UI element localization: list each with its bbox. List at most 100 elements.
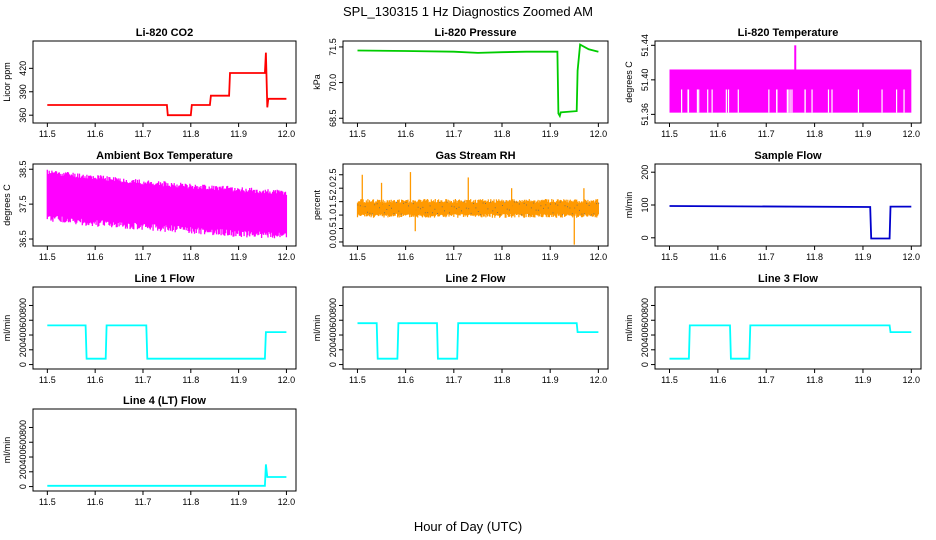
y-tick-label: 800 (640, 298, 650, 313)
x-tick-label: 11.7 (758, 375, 775, 385)
x-tick-label: 11.6 (709, 129, 726, 139)
x-tick-label: 11.8 (182, 375, 199, 385)
x-tick-label: 11.6 (87, 252, 104, 262)
data-layer (47, 324, 287, 360)
x-tick-label: 11.5 (349, 129, 366, 139)
panel-title: Line 3 Flow (758, 273, 818, 285)
y-tick-label: 68.5 (328, 109, 338, 127)
x-tick-label: 11.8 (182, 129, 199, 139)
x-tick-label: 11.7 (758, 129, 775, 139)
figure-title: SPL_130315 1 Hz Diagnostics Zoomed AM (343, 4, 593, 19)
x-tick-label: 11.7 (135, 129, 152, 139)
x-tick-label: 11.5 (349, 375, 366, 385)
panel-5: Gas Stream RH 11.5 11.6 11.7 11.8 11.9 12.0 0.0… (312, 150, 609, 262)
x-tick-label: 11.9 (230, 252, 247, 262)
x-tick-label: 11.6 (87, 497, 104, 507)
y-tick-label: 200 (640, 342, 650, 357)
y-tick-label: 51.36 (640, 103, 650, 126)
panel-1: Li-820 CO2 11.5 11.6 11.7 11.8 11.9 12.0 360 390… (2, 27, 297, 139)
series-line-1 (669, 205, 912, 240)
panel-2: Li-820 Pressure 11.5 11.6 11.7 11.8 11.9 12.0 6… (312, 27, 609, 139)
series-line-1 (47, 52, 287, 117)
x-tick-label: 11.9 (855, 375, 872, 385)
y-tick-label: 0 (328, 362, 338, 367)
data-layer (47, 52, 287, 117)
x-tick-label: 11.9 (230, 129, 247, 139)
x-tick-label: 12.0 (903, 252, 921, 262)
x-tick-label: 11.7 (445, 252, 462, 262)
x-tick-label: 11.8 (494, 375, 511, 385)
x-tick-label: 11.6 (87, 129, 104, 139)
y-tick-label: 800 (18, 298, 28, 313)
x-tick-label: 11.5 (661, 129, 678, 139)
series-line-1 (47, 324, 287, 360)
x-tick-label: 11.6 (397, 129, 414, 139)
panel-3: Li-820 Temperature 11.5 11.6 11.7 11.8 11.9 12… (624, 27, 922, 139)
y-tick-label: 36.5 (18, 230, 28, 248)
x-tick-label: 12.0 (903, 375, 921, 385)
x-tick-label: 11.8 (494, 252, 511, 262)
y-tick-label: 51.40 (640, 69, 650, 92)
y-tick-label: 200 (18, 464, 28, 479)
x-tick-label: 11.5 (39, 129, 56, 139)
panel-4: Ambient Box Temperature 11.5 11.6 11.7 11.8 1… (2, 150, 297, 262)
y-tick-label: 600 (328, 313, 338, 328)
y-axis-label: Licor ppm (2, 62, 12, 102)
x-tick-label: 11.8 (806, 375, 823, 385)
y-tick-label: 390 (18, 84, 28, 99)
y-tick-label: 2.0 (328, 182, 338, 195)
x-tick-label: 12.0 (278, 375, 296, 385)
x-tick-label: 11.9 (230, 375, 247, 385)
x-tick-label: 11.6 (397, 252, 414, 262)
y-tick-label: 600 (18, 435, 28, 450)
panel-6: Sample Flow 11.5 11.6 11.7 11.8 11.9 12.0 0 100 2… (624, 150, 922, 262)
x-tick-label: 11.9 (542, 252, 559, 262)
panel-frame (654, 286, 922, 370)
x-tick-label: 11.9 (855, 252, 872, 262)
data-layer (47, 464, 287, 487)
y-axis-label: degrees C (624, 61, 634, 103)
x-tick-label: 11.9 (855, 129, 872, 139)
x-tick-label: 11.5 (39, 497, 56, 507)
x-tick-label: 12.0 (590, 252, 608, 262)
y-tick-label: 200 (328, 342, 338, 357)
panel-title: Line 4 (LT) Flow (123, 395, 206, 407)
x-tick-label: 11.5 (349, 252, 366, 262)
x-tick-label: 12.0 (278, 252, 296, 262)
y-axis-label: ml/min (312, 315, 322, 342)
x-tick-label: 11.7 (445, 375, 462, 385)
x-tick-label: 11.7 (135, 252, 152, 262)
x-tick-label: 11.8 (806, 252, 823, 262)
y-tick-label: 100 (640, 197, 650, 212)
panel-title: Li-820 Pressure (435, 27, 517, 39)
panel-title: Line 1 Flow (135, 273, 195, 285)
data-band-noise (46, 169, 288, 239)
x-tick-label: 11.6 (397, 375, 414, 385)
y-tick-label: 600 (18, 313, 28, 328)
panel-frame (32, 40, 297, 124)
panel-frame (32, 286, 297, 370)
y-axis-label: ml/min (2, 437, 12, 464)
x-tick-label: 11.7 (135, 497, 152, 507)
data-layer (669, 324, 912, 360)
y-axis-label: ml/min (624, 315, 634, 342)
panel-frame (342, 286, 609, 370)
panel-frame (342, 163, 609, 247)
y-axis-label: ml/min (624, 192, 634, 219)
figure-xlabel: Hour of Day (UTC) (414, 519, 522, 534)
y-tick-label: 2.5 (328, 168, 338, 181)
data-layer (356, 172, 600, 245)
y-tick-label: 37.5 (18, 195, 28, 213)
panel-title: Li-820 Temperature (738, 27, 839, 39)
y-tick-label: 0.0 (328, 236, 338, 249)
y-tick-label: 70.0 (328, 74, 338, 92)
data-layer (357, 43, 599, 119)
y-tick-label: 800 (18, 420, 28, 435)
panel-7: Line 1 Flow 11.5 11.6 11.7 11.8 11.9 12.0 0 2004… (2, 273, 297, 385)
x-tick-label: 11.8 (182, 252, 199, 262)
y-tick-label: 51.44 (640, 34, 650, 57)
series-line-1 (357, 322, 599, 360)
y-tick-label: 1.5 (328, 195, 338, 208)
panel-title: Line 2 Flow (446, 273, 506, 285)
